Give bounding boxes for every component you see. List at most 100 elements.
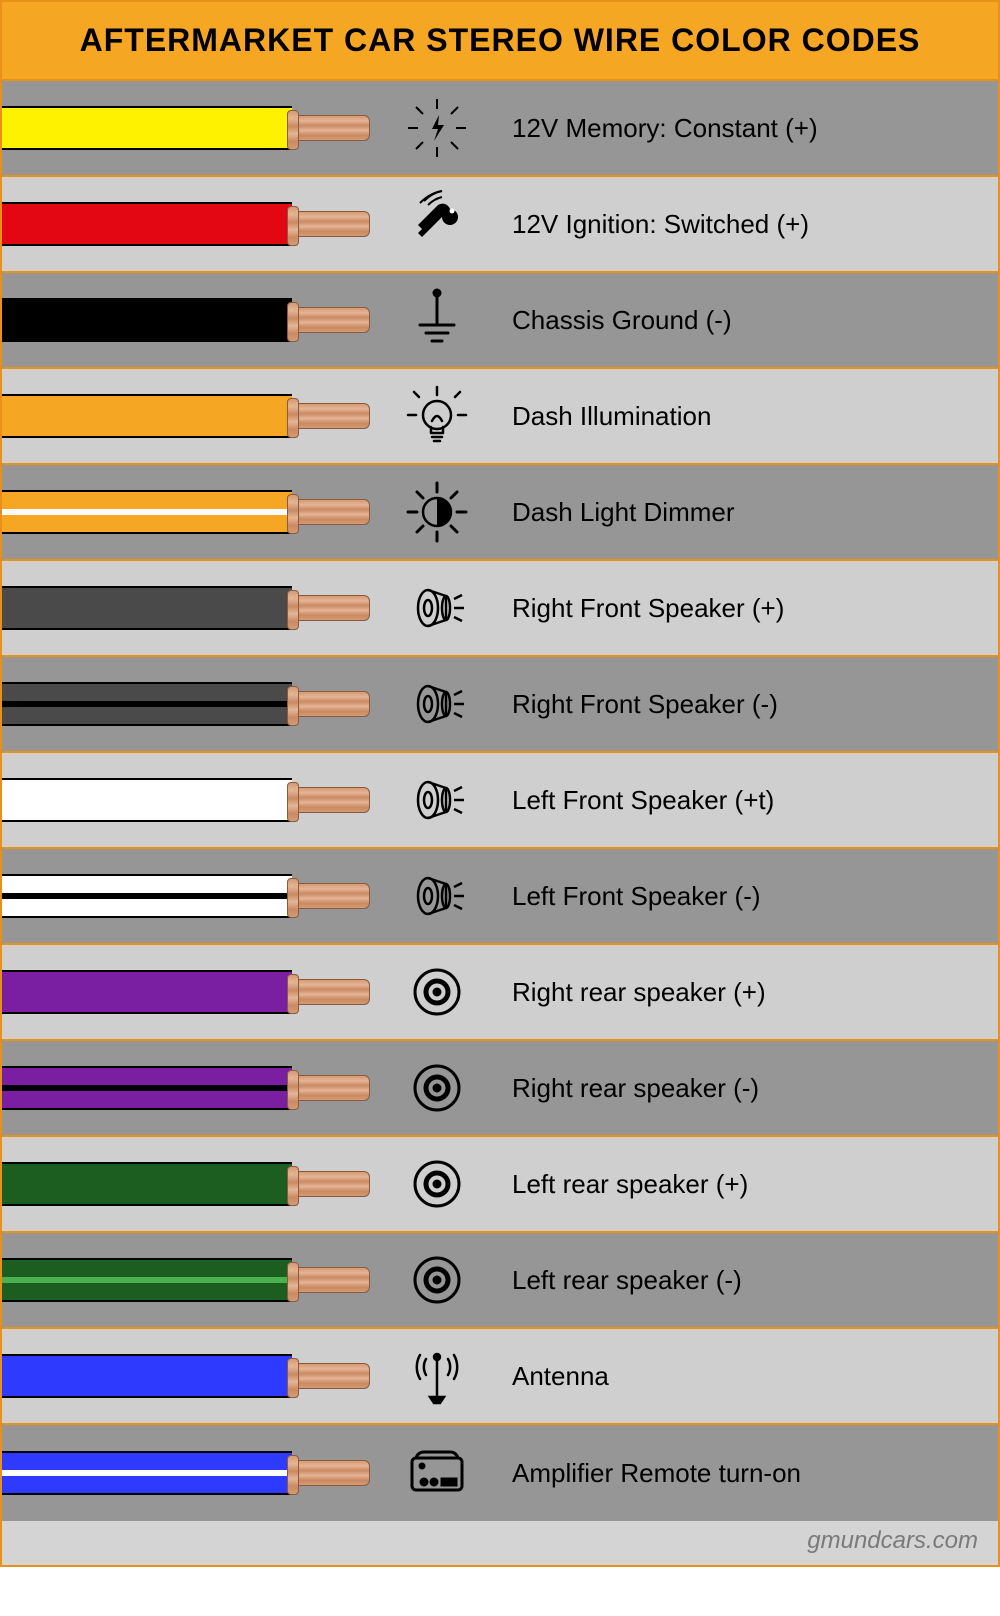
wire-row: 12V Memory: Constant (+) (2, 81, 998, 177)
wire-label: Right Front Speaker (-) (502, 689, 998, 720)
wire-copper (290, 1460, 370, 1486)
speaker2-icon (372, 1041, 502, 1135)
wire-row: Right rear speaker (-) (2, 1041, 998, 1137)
wire-copper (290, 1363, 370, 1389)
wire-stripe (2, 1470, 292, 1476)
wire-label: Dash Illumination (502, 401, 998, 432)
wire-label: Right rear speaker (+) (502, 977, 998, 1008)
wire-label: Right Front Speaker (+) (502, 593, 998, 624)
wire-cell (2, 753, 372, 847)
wire-label: Left rear speaker (-) (502, 1265, 998, 1296)
wire-cell (2, 177, 372, 271)
wire-insulation (2, 1354, 292, 1398)
wire-label: Antenna (502, 1361, 998, 1392)
wire-cell (2, 1041, 372, 1135)
amp-icon (372, 1425, 502, 1521)
wire-copper (290, 691, 370, 717)
speaker1-icon (372, 753, 502, 847)
speaker2-icon (372, 1137, 502, 1231)
wire-label: Dash Light Dimmer (502, 497, 998, 528)
wire-insulation (2, 682, 292, 726)
wire-row: Right rear speaker (+) (2, 945, 998, 1041)
wire-insulation (2, 202, 292, 246)
wire-cell (2, 945, 372, 1039)
wire-stripe (2, 1085, 292, 1091)
wire-row: Right Front Speaker (-) (2, 657, 998, 753)
wire-copper (290, 307, 370, 333)
wire-cell (2, 369, 372, 463)
wire-insulation (2, 1258, 292, 1302)
wire-label: 12V Ignition: Switched (+) (502, 209, 998, 240)
wire-insulation (2, 394, 292, 438)
wire-cell (2, 273, 372, 367)
wire-insulation (2, 874, 292, 918)
wire-copper (290, 595, 370, 621)
wire-copper (290, 1267, 370, 1293)
wire-stripe (2, 509, 292, 515)
wire-copper (290, 211, 370, 237)
wire-cell (2, 1137, 372, 1231)
speaker2-icon (372, 945, 502, 1039)
wire-label: Left Front Speaker (-) (502, 881, 998, 912)
key-icon (372, 177, 502, 271)
wire-copper (290, 499, 370, 525)
wire-copper (290, 787, 370, 813)
wire-cell (2, 465, 372, 559)
wire-row: Amplifier Remote turn-on (2, 1425, 998, 1521)
dimmer-icon (372, 465, 502, 559)
wire-row: Dash Illumination (2, 369, 998, 465)
wire-copper (290, 1075, 370, 1101)
spark-icon (372, 81, 502, 175)
wire-copper (290, 883, 370, 909)
bulb-icon (372, 369, 502, 463)
speaker1-icon (372, 657, 502, 751)
speaker2-icon (372, 1233, 502, 1327)
wire-cell (2, 1425, 372, 1521)
wire-copper (290, 403, 370, 429)
wire-copper (290, 1171, 370, 1197)
page-title: AFTERMARKET CAR STEREO WIRE COLOR CODES (12, 22, 988, 59)
wire-cell (2, 657, 372, 751)
wire-stripe (2, 701, 292, 707)
wire-label: Left rear speaker (+) (502, 1169, 998, 1200)
wire-label: Chassis Ground (-) (502, 305, 998, 336)
wire-cell (2, 1233, 372, 1327)
wire-cell (2, 849, 372, 943)
wire-copper (290, 979, 370, 1005)
wire-row: Right Front Speaker (+) (2, 561, 998, 657)
wire-cell (2, 81, 372, 175)
wire-label: Right rear speaker (-) (502, 1073, 998, 1104)
wire-insulation (2, 1451, 292, 1495)
footer-credit: gmundcars.com (2, 1521, 998, 1565)
wire-cell (2, 561, 372, 655)
wire-row: Antenna (2, 1329, 998, 1425)
title-bar: AFTERMARKET CAR STEREO WIRE COLOR CODES (2, 2, 998, 81)
wire-label: Left Front Speaker (+t) (502, 785, 998, 816)
wire-insulation (2, 298, 292, 342)
wire-row: Left rear speaker (-) (2, 1233, 998, 1329)
wire-stripe (2, 893, 292, 899)
antenna-icon (372, 1329, 502, 1423)
wire-insulation (2, 490, 292, 534)
wire-label: 12V Memory: Constant (+) (502, 113, 998, 144)
wire-row: Left Front Speaker (+t) (2, 753, 998, 849)
wire-insulation (2, 1162, 292, 1206)
wire-row: Dash Light Dimmer (2, 465, 998, 561)
wire-insulation (2, 778, 292, 822)
rows-wrapper: 12V Memory: Constant (+) 12V Ignition: Sw… (2, 81, 998, 1521)
wire-cell (2, 1329, 372, 1423)
infographic-container: AFTERMARKET CAR STEREO WIRE COLOR CODES … (0, 0, 1000, 1567)
wire-row: 12V Ignition: Switched (+) (2, 177, 998, 273)
speaker1-icon (372, 561, 502, 655)
wire-insulation (2, 106, 292, 150)
wire-label: Amplifier Remote turn-on (502, 1458, 998, 1489)
speaker1-icon (372, 849, 502, 943)
wire-stripe (2, 1277, 292, 1283)
wire-row: Chassis Ground (-) (2, 273, 998, 369)
wire-insulation (2, 586, 292, 630)
wire-insulation (2, 970, 292, 1014)
wire-row: Left rear speaker (+) (2, 1137, 998, 1233)
ground-icon (372, 273, 502, 367)
wire-insulation (2, 1066, 292, 1110)
wire-copper (290, 115, 370, 141)
